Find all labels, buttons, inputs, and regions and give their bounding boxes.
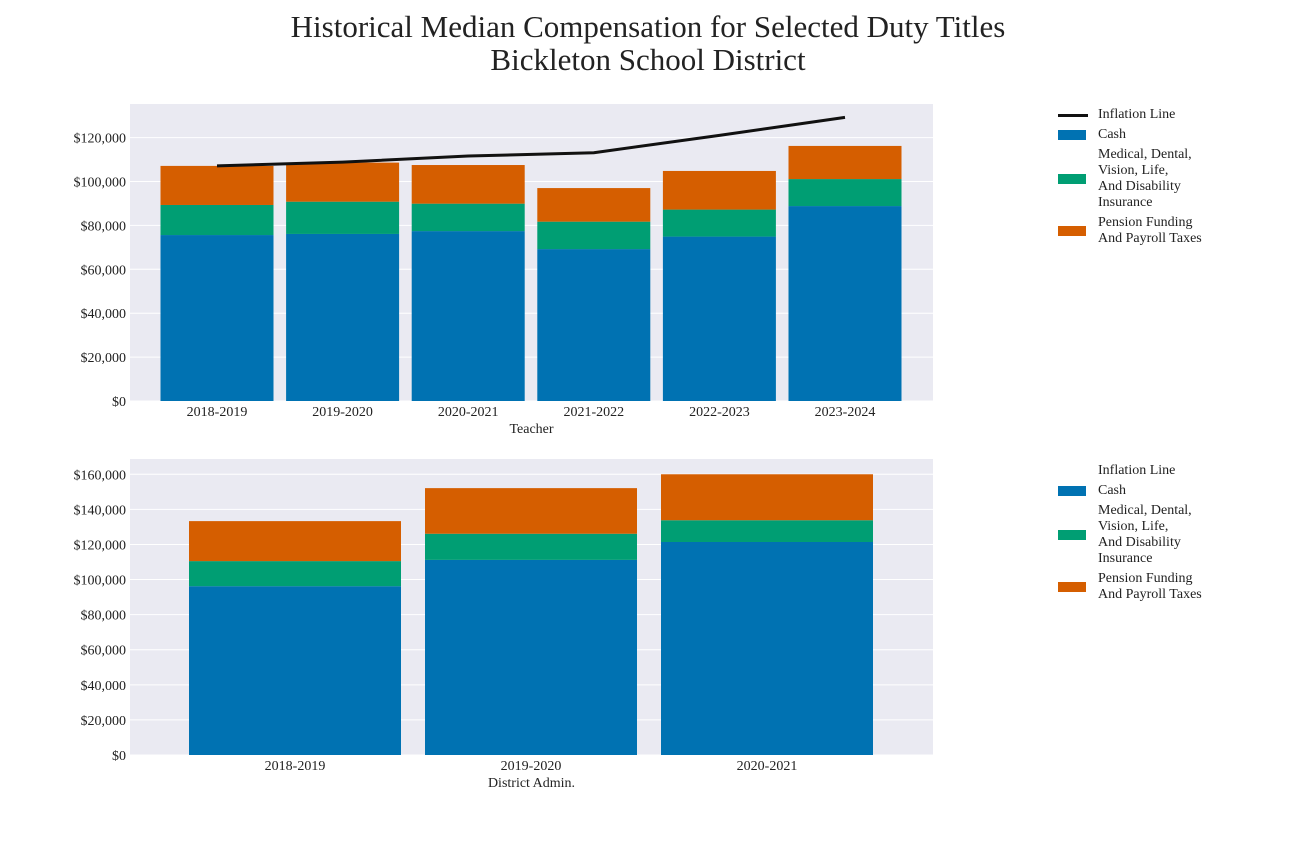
title-line-1: Historical Median Compensation for Selec… bbox=[290, 9, 1006, 44]
bar-segment-insurance bbox=[411, 203, 525, 232]
y-tick-label: $120,000 bbox=[74, 538, 127, 553]
y-tick-label: $160,000 bbox=[74, 468, 127, 483]
y-tick-label: $120,000 bbox=[74, 132, 127, 147]
bar-segment-pension bbox=[788, 145, 902, 180]
bar-segment-insurance bbox=[425, 533, 637, 560]
chart-title: Historical Median Compensation for Selec… bbox=[0, 10, 1296, 76]
y-tick-label: $40,000 bbox=[81, 679, 127, 694]
bar-segment-insurance bbox=[286, 201, 400, 234]
bar-segment-pension bbox=[662, 170, 776, 210]
legend-swatch bbox=[1058, 582, 1086, 592]
legend-item: Inflation Line bbox=[1058, 463, 1202, 479]
x-tick-label: 2020-2021 bbox=[438, 405, 499, 420]
y-tick-label: $100,000 bbox=[74, 175, 127, 190]
bar-segment-insurance bbox=[189, 561, 401, 587]
legend-teacher: Inflation Line Cash Medical, Dental, Visio… bbox=[1058, 107, 1202, 251]
legend-label: Inflation Line bbox=[1098, 463, 1176, 478]
legend-item: Medical, Dental, Vision, Life, And Disab… bbox=[1058, 503, 1202, 567]
bar-segment-pension bbox=[286, 162, 400, 202]
legend-swatch bbox=[1058, 113, 1088, 117]
bar-segment-cash bbox=[425, 559, 637, 755]
legend-label: Inflation Line bbox=[1098, 107, 1176, 122]
legend-item: Pension Funding And Payroll Taxes bbox=[1058, 571, 1202, 603]
x-tick-label: 2020-2021 bbox=[737, 759, 798, 774]
legend-label: Cash bbox=[1098, 127, 1126, 142]
legend-label: Cash bbox=[1098, 483, 1126, 498]
bar-segment-insurance bbox=[537, 221, 651, 250]
y-tick-label: $100,000 bbox=[74, 574, 127, 589]
bar-segment-pension bbox=[537, 188, 651, 222]
legend-item: Cash bbox=[1058, 127, 1202, 143]
bar-segment-cash bbox=[788, 206, 902, 401]
legend-label: Medical, Dental, Vision, Life, And Disab… bbox=[1098, 503, 1192, 566]
y-tick-label: $0 bbox=[112, 749, 126, 764]
y-tick-label: $40,000 bbox=[81, 307, 127, 322]
x-tick-label: 2018-2019 bbox=[265, 759, 326, 774]
legend-swatch bbox=[1058, 226, 1086, 236]
bar-segment-insurance bbox=[661, 520, 873, 542]
title-line-2: Bickleton School District bbox=[490, 42, 806, 77]
bar-segment-pension bbox=[189, 521, 401, 562]
legend-swatch bbox=[1058, 174, 1086, 184]
legend-item: Pension Funding And Payroll Taxes bbox=[1058, 215, 1202, 247]
x-tick-label: 2019-2020 bbox=[312, 405, 373, 420]
bar-segment-cash bbox=[411, 231, 525, 401]
legend-item: Medical, Dental, Vision, Life, And Disab… bbox=[1058, 147, 1202, 211]
y-tick-label: $0 bbox=[112, 395, 126, 410]
bar-segment-pension bbox=[661, 474, 873, 521]
x-tick-label: 2023-2024 bbox=[815, 405, 876, 420]
bar-segment-cash bbox=[537, 249, 651, 401]
x-axis-label: District Admin. bbox=[488, 776, 575, 791]
bar-segment-cash bbox=[160, 235, 274, 401]
legend-swatch bbox=[1058, 130, 1086, 140]
legend-label: Pension Funding And Payroll Taxes bbox=[1098, 215, 1202, 246]
bar-segment-pension bbox=[425, 488, 637, 534]
y-tick-label: $20,000 bbox=[81, 714, 127, 729]
x-axis-label: Teacher bbox=[509, 422, 553, 437]
x-tick-label: 2022-2023 bbox=[689, 405, 750, 420]
bar-segment-insurance bbox=[160, 204, 274, 236]
y-tick-label: $60,000 bbox=[81, 263, 127, 278]
x-tick-label: 2018-2019 bbox=[187, 405, 248, 420]
legend-item: Cash bbox=[1058, 483, 1202, 499]
legend-swatch bbox=[1058, 530, 1086, 540]
legend-label: Medical, Dental, Vision, Life, And Disab… bbox=[1098, 147, 1192, 210]
x-tick-label: 2019-2020 bbox=[501, 759, 562, 774]
y-tick-label: $60,000 bbox=[81, 644, 127, 659]
bar-segment-cash bbox=[189, 586, 401, 755]
bar-segment-cash bbox=[662, 236, 776, 401]
inflation-line bbox=[216, 115, 846, 168]
bar-segment-pension bbox=[160, 165, 274, 205]
bar-segment-insurance bbox=[662, 209, 776, 237]
y-tick-label: $80,000 bbox=[81, 609, 127, 624]
legend-item: Inflation Line bbox=[1058, 107, 1202, 123]
x-tick-label: 2021-2022 bbox=[563, 405, 624, 420]
y-tick-label: $140,000 bbox=[74, 503, 127, 518]
y-tick-label: $80,000 bbox=[81, 219, 127, 234]
legend-district-admin: Inflation Line Cash Medical, Dental, Visio… bbox=[1058, 463, 1202, 607]
bar-segment-cash bbox=[286, 233, 400, 401]
y-tick-label: $20,000 bbox=[81, 351, 127, 366]
bar-segment-pension bbox=[411, 165, 525, 204]
bar-segment-insurance bbox=[788, 179, 902, 207]
bar-segment-cash bbox=[661, 541, 873, 755]
legend-label: Pension Funding And Payroll Taxes bbox=[1098, 571, 1202, 602]
legend-swatch bbox=[1058, 486, 1086, 496]
chart-panel-0: $0 $20,000 $40,000 $60,000 $80,000 $100,000 $1… bbox=[74, 104, 933, 437]
chart-panel-1: $0 $20,000 $40,000 $60,000 $80,000 $100,000 $1… bbox=[74, 459, 933, 791]
